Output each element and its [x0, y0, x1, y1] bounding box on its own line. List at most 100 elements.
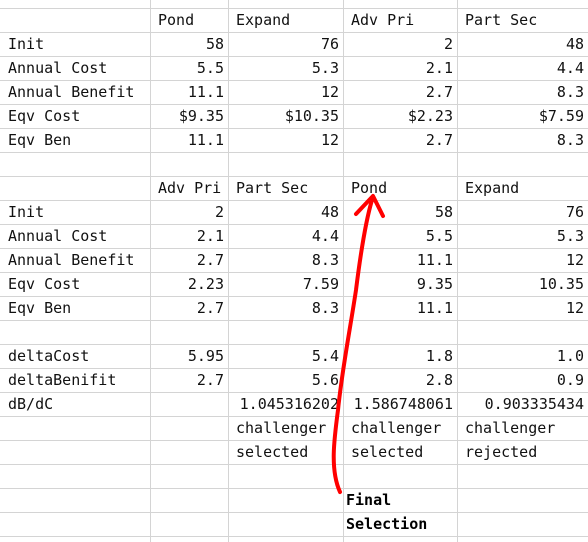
delta-value-cell[interactable]: 2.7: [196, 371, 224, 389]
table2-value-cell[interactable]: 10.35: [538, 275, 584, 293]
table2-header-cell[interactable]: Expand: [465, 179, 520, 197]
table2-row-label[interactable]: Annual Benefit: [8, 251, 135, 269]
table2-value-cell[interactable]: 5.3: [556, 227, 584, 245]
delta-value-cell[interactable]: 1.0: [556, 347, 584, 365]
table1-value-cell[interactable]: 12: [320, 83, 339, 101]
row-divider: [0, 392, 588, 393]
table2-value-cell[interactable]: 9.35: [416, 275, 453, 293]
table1-value-cell[interactable]: 2.7: [425, 131, 453, 149]
arrow-head: [354, 194, 385, 218]
table2-value-cell[interactable]: 8.3: [311, 299, 339, 317]
row-divider: [0, 32, 588, 33]
table1-value-cell[interactable]: 2.1: [425, 59, 453, 77]
table2-value-cell[interactable]: 7.59: [302, 275, 339, 293]
delta-value-cell[interactable]: 0.903335434: [484, 395, 584, 413]
row-divider: [0, 104, 588, 105]
status-cell[interactable]: rejected: [465, 443, 538, 461]
table2-header-cell[interactable]: Part Sec: [236, 179, 309, 197]
row-divider: [0, 80, 588, 81]
table1-header-cell[interactable]: Expand: [236, 11, 291, 29]
delta-value-cell[interactable]: 5.6: [311, 371, 339, 389]
table2-row-label[interactable]: Init: [8, 203, 45, 221]
table2-value-cell[interactable]: 12: [565, 251, 584, 269]
final-selection-annotation: Final Selection: [346, 488, 427, 536]
delta-row-label[interactable]: deltaCost: [8, 347, 90, 365]
table1-value-cell[interactable]: $7.59: [538, 107, 584, 125]
table1-value-cell[interactable]: 4.4: [556, 59, 584, 77]
table1-value-cell[interactable]: 5.5: [196, 59, 224, 77]
table2-value-cell[interactable]: 11.1: [416, 251, 453, 269]
row-divider: [0, 488, 588, 489]
table1-value-cell[interactable]: 11.1: [187, 83, 224, 101]
status-cell[interactable]: selected: [351, 443, 424, 461]
table2-row-label[interactable]: Eqv Cost: [8, 275, 81, 293]
delta-value-cell[interactable]: 1.586748061: [353, 395, 453, 413]
status-cell[interactable]: challenger: [351, 419, 442, 437]
table1-value-cell[interactable]: 2: [443, 35, 453, 53]
table2-value-cell[interactable]: 2.1: [196, 227, 224, 245]
row-divider: [0, 368, 588, 369]
table2-value-cell[interactable]: 48: [320, 203, 339, 221]
table1-value-cell[interactable]: 11.1: [187, 131, 224, 149]
table1-header-cell[interactable]: Part Sec: [465, 11, 538, 29]
table2-value-cell[interactable]: 58: [434, 203, 453, 221]
table2-value-cell[interactable]: 8.3: [311, 251, 339, 269]
delta-value-cell[interactable]: 1.8: [425, 347, 453, 365]
table1-row-label[interactable]: Init: [8, 35, 45, 53]
table1-header-cell[interactable]: Pond: [158, 11, 195, 29]
row-divider: [0, 512, 588, 513]
row-divider: [0, 344, 588, 345]
table2-value-cell[interactable]: 2.23: [187, 275, 224, 293]
table2-value-cell[interactable]: 5.5: [425, 227, 453, 245]
row-divider: [0, 8, 588, 9]
table2-value-cell[interactable]: 4.4: [311, 227, 339, 245]
table2-row-label[interactable]: Eqv Ben: [8, 299, 72, 317]
table1-value-cell[interactable]: 12: [320, 131, 339, 149]
table2-value-cell[interactable]: 2.7: [196, 299, 224, 317]
table2-value-cell[interactable]: 76: [565, 203, 584, 221]
delta-row-label[interactable]: deltaBenifit: [8, 371, 117, 389]
delta-value-cell[interactable]: 5.95: [187, 347, 224, 365]
row-divider: [0, 224, 588, 225]
row-divider: [0, 464, 588, 465]
status-cell[interactable]: challenger: [465, 419, 556, 437]
table1-row-label[interactable]: Annual Benefit: [8, 83, 135, 101]
delta-value-cell[interactable]: 0.9: [556, 371, 584, 389]
row-divider: [0, 416, 588, 417]
status-cell[interactable]: challenger: [236, 419, 327, 437]
table1-value-cell[interactable]: $2.23: [407, 107, 453, 125]
row-divider: [0, 440, 588, 441]
delta-row-label[interactable]: dB/dC: [8, 395, 54, 413]
status-cell[interactable]: selected: [236, 443, 309, 461]
table2-value-cell[interactable]: 2: [214, 203, 224, 221]
table1-value-cell[interactable]: 5.3: [311, 59, 339, 77]
table1-row-label[interactable]: Eqv Ben: [8, 131, 72, 149]
delta-value-cell[interactable]: 5.4: [311, 347, 339, 365]
annotation-line-1: Final: [346, 491, 392, 509]
table1-value-cell[interactable]: 48: [565, 35, 584, 53]
table1-row-label[interactable]: Annual Cost: [8, 59, 108, 77]
row-divider: [0, 248, 588, 249]
table2-header-cell[interactable]: Adv Pri: [158, 179, 222, 197]
table2-header-cell[interactable]: Pond: [351, 179, 388, 197]
row-divider: [0, 56, 588, 57]
table2-value-cell[interactable]: 11.1: [416, 299, 453, 317]
table2-value-cell[interactable]: 2.7: [196, 251, 224, 269]
table1-value-cell[interactable]: 58: [205, 35, 224, 53]
table1-value-cell[interactable]: 8.3: [556, 131, 584, 149]
table1-row-label[interactable]: Eqv Cost: [8, 107, 81, 125]
delta-value-cell[interactable]: 2.8: [425, 371, 453, 389]
table1-value-cell[interactable]: 2.7: [425, 83, 453, 101]
table2-row-label[interactable]: Annual Cost: [8, 227, 108, 245]
table1-value-cell[interactable]: $9.35: [178, 107, 224, 125]
table1-value-cell[interactable]: 8.3: [556, 83, 584, 101]
row-divider: [0, 176, 588, 177]
row-divider: [0, 296, 588, 297]
table1-header-cell[interactable]: Adv Pri: [351, 11, 415, 29]
table1-value-cell[interactable]: $10.35: [284, 107, 339, 125]
table2-value-cell[interactable]: 12: [565, 299, 584, 317]
table1-value-cell[interactable]: 76: [320, 35, 339, 53]
delta-value-cell[interactable]: 1.045316202: [239, 395, 339, 413]
